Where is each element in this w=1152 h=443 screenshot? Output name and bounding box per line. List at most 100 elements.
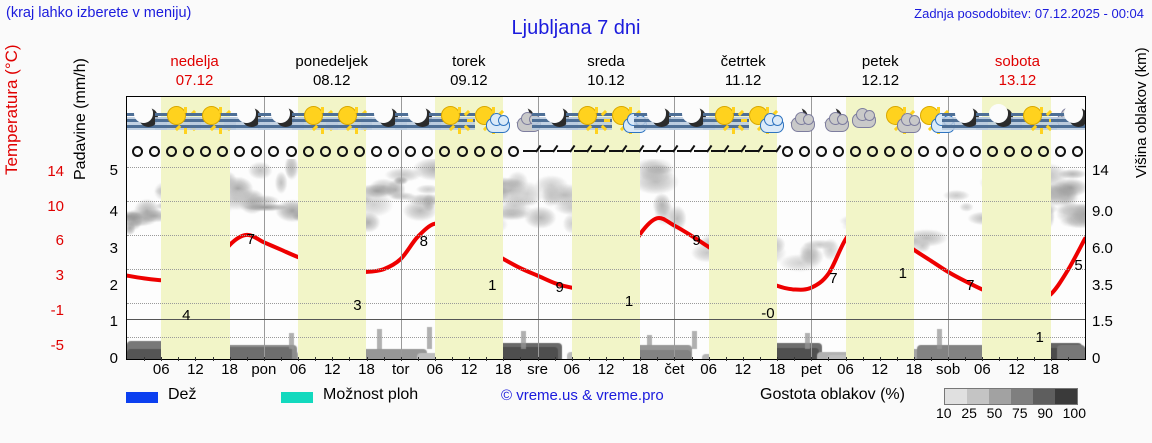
wind-barb bbox=[555, 143, 576, 159]
calm-circle bbox=[371, 146, 383, 157]
copyright-link[interactable]: © vreme.us & vreme.pro bbox=[501, 387, 664, 404]
fog-line bbox=[394, 125, 441, 128]
wind-calm-marker bbox=[829, 143, 845, 159]
time-axis-tick bbox=[229, 357, 231, 361]
wind-calm-marker bbox=[264, 143, 280, 159]
moon-icon bbox=[270, 104, 290, 123]
weather-icon-sun-fog bbox=[429, 99, 476, 139]
time-axis-tick bbox=[982, 357, 984, 361]
calm-circle bbox=[986, 146, 998, 157]
wind-barb-row bbox=[127, 143, 1085, 160]
weather-icon-sun-fog bbox=[702, 99, 749, 139]
calm-circle bbox=[217, 146, 229, 157]
calm-circle bbox=[815, 146, 827, 157]
sun-ray bbox=[184, 128, 188, 134]
wind-barb-shaft bbox=[694, 144, 713, 153]
wind-calm-marker bbox=[1034, 143, 1050, 159]
wind-barb-shaft bbox=[642, 144, 662, 153]
location-menu-note[interactable]: (kraj lahko izberete v meniju) bbox=[6, 5, 192, 21]
wind-barb bbox=[538, 143, 559, 159]
wind-calm-marker bbox=[282, 143, 298, 159]
time-axis-tick bbox=[469, 357, 471, 361]
time-axis-tick bbox=[195, 357, 197, 361]
wind-calm-marker bbox=[1068, 143, 1084, 159]
calm-circle bbox=[268, 146, 280, 157]
sun-icon bbox=[167, 106, 200, 134]
time-axis-label: 12 bbox=[323, 361, 341, 378]
wind-barb bbox=[743, 143, 764, 159]
calm-circle bbox=[302, 146, 314, 157]
chart-plot-area: 4 7 3 8 1 9 1 9 -0 7 1 7 1 5 bbox=[127, 159, 1085, 359]
time-axis-tick bbox=[606, 357, 607, 361]
calm-circle bbox=[781, 146, 793, 157]
wind-calm-marker bbox=[949, 143, 965, 159]
wind-barb-shaft bbox=[591, 144, 610, 153]
time-axis-tick bbox=[1067, 357, 1069, 361]
time-axis-tick bbox=[862, 357, 864, 361]
day-date: 13.12 bbox=[998, 72, 1037, 89]
day-separator bbox=[948, 159, 950, 359]
fog-line bbox=[223, 125, 270, 128]
wind-barb-shaft bbox=[659, 144, 679, 153]
wind-barb bbox=[675, 143, 696, 159]
weather-icon-sun-partly-cloudy bbox=[466, 99, 511, 139]
sun-ray bbox=[172, 119, 179, 122]
sun-ray bbox=[719, 119, 726, 122]
temperature-extremum-label: 7 bbox=[246, 230, 255, 248]
calm-circle bbox=[490, 146, 502, 157]
calm-circle bbox=[1038, 146, 1050, 157]
day-separator bbox=[400, 159, 402, 359]
time-axis-tick bbox=[537, 357, 539, 361]
time-axis-tick bbox=[315, 357, 317, 361]
time-axis-tick bbox=[948, 357, 950, 361]
weather-icon-sun-fog bbox=[565, 99, 612, 139]
day-separator bbox=[674, 159, 676, 359]
sun-ray bbox=[937, 107, 941, 113]
time-axis-label: 06 bbox=[837, 361, 854, 378]
time-axis-tick bbox=[554, 357, 556, 361]
wind-calm-marker bbox=[367, 143, 383, 159]
sun-icon bbox=[441, 106, 474, 134]
sun-ray bbox=[218, 107, 222, 113]
sun-ray bbox=[902, 107, 906, 113]
fog-line bbox=[257, 125, 304, 128]
wind-calm-marker bbox=[897, 143, 913, 159]
temperature-extremum-label: 1 bbox=[624, 293, 634, 311]
wind-calm-marker bbox=[487, 143, 503, 159]
sun-ray bbox=[492, 107, 496, 113]
temperature-extremum-label: 7 bbox=[966, 277, 975, 295]
gridline bbox=[127, 269, 1085, 270]
calm-circle bbox=[832, 146, 844, 157]
wind-calm-marker bbox=[453, 143, 469, 159]
last-updated-label: Zadnja posodobitev: 07.12.2025 - 00:04 bbox=[914, 6, 1144, 21]
time-axis-tick bbox=[588, 357, 590, 361]
time-axis-label: 18 bbox=[768, 361, 786, 378]
daylight-band bbox=[298, 159, 367, 359]
precipitation-axis-title: Padavine (mm/h) bbox=[72, 58, 89, 180]
moon-icon bbox=[681, 104, 701, 123]
sun-ray bbox=[355, 107, 359, 113]
time-axis-tick bbox=[486, 357, 488, 361]
daylight-band bbox=[982, 159, 1051, 359]
day-header-petek: petek 12.12 bbox=[812, 52, 949, 92]
sun-icon bbox=[577, 106, 610, 134]
sun-ray bbox=[594, 107, 598, 113]
sun-ray bbox=[1030, 109, 1037, 117]
day-date: 09.12 bbox=[450, 72, 488, 89]
weather-icon-sun-partly-cloudy bbox=[740, 99, 784, 139]
time-axis-tick bbox=[434, 357, 436, 361]
sun-ray bbox=[309, 119, 316, 122]
fog-line bbox=[127, 125, 168, 128]
sun-ray bbox=[731, 107, 735, 113]
daylight-band bbox=[434, 159, 504, 359]
calm-circle bbox=[969, 146, 981, 157]
panel-divider bbox=[127, 319, 1085, 320]
wind-calm-marker bbox=[299, 143, 315, 159]
time-axis-label: 06 bbox=[974, 361, 991, 378]
wind-barb bbox=[692, 143, 713, 159]
time-axis-label: 18 bbox=[905, 361, 923, 378]
sun-icon bbox=[1022, 106, 1055, 134]
calm-circle bbox=[199, 146, 211, 157]
day-name: ponedeljek bbox=[295, 53, 368, 70]
calm-circle bbox=[285, 146, 297, 157]
